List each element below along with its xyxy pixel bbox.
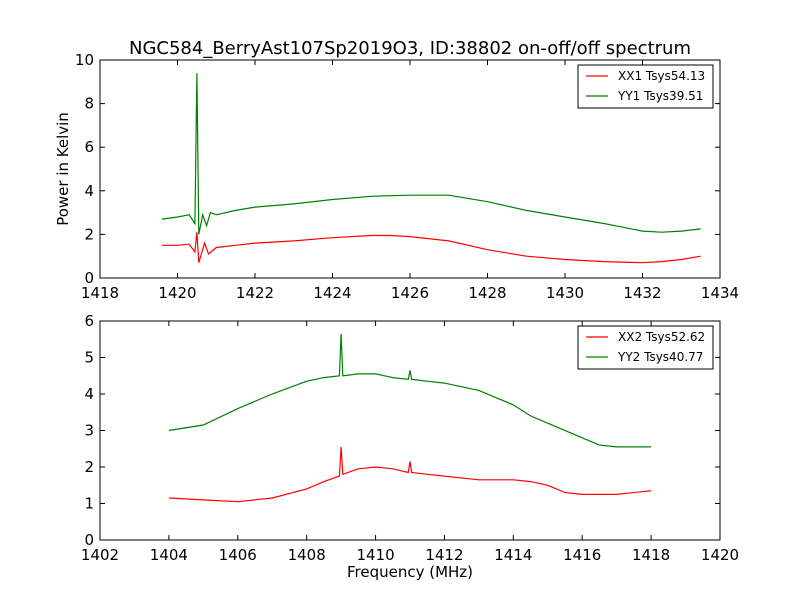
series-line-2 [168, 333, 652, 448]
legend-entry: YY2 Tsys40.77 [617, 350, 703, 364]
top-panel: 1418 1420 1422 1424 1426 1428 1430 1432 1434 0 2 4 6… [54, 51, 739, 302]
y-tick-label: 1 [84, 495, 94, 513]
y-tick-label: 3 [84, 422, 94, 440]
series-line-2 [161, 73, 701, 235]
y-tick-label: 2 [84, 458, 94, 476]
x-tick-label: 1430 [546, 284, 584, 302]
x-tick-label: 1418 [81, 284, 119, 302]
y-tick-label: 6 [84, 312, 94, 330]
legend: XX1 Tsys54.13 YY1 Tsys39.51 [577, 64, 714, 109]
y-tick-label: 5 [84, 349, 94, 367]
x-tick-label: 1420 [158, 284, 196, 302]
chart-title: NGC584_BerryAst107Sp2019O3, ID:38802 on-… [129, 38, 691, 59]
y-axis-label: Power in Kelvin [54, 112, 72, 226]
x-tick-label: 1426 [391, 284, 429, 302]
series-line-1 [162, 232, 701, 264]
y-tick-label: 10 [75, 51, 94, 69]
legend-entry: XX2 Tsys52.62 [618, 330, 705, 344]
y-tick-label: 0 [84, 531, 94, 549]
x-tick-label: 1412 [425, 546, 463, 564]
bottom-panel: 1402 1404 1406 1408 1410 1412 1414 1416 1418 1420… [81, 312, 739, 581]
x-tick-label: 1416 [563, 546, 601, 564]
legend-box [577, 325, 714, 370]
y-tick-label: 2 [84, 225, 94, 243]
x-tick-label: 1434 [701, 284, 739, 302]
x-tick-label: 1414 [494, 546, 532, 564]
x-tick-label: 1404 [150, 546, 188, 564]
x-tick-label: 1422 [236, 284, 274, 302]
y-tick-label: 0 [84, 269, 94, 287]
x-tick-label: 1402 [81, 546, 119, 564]
series-line-1 [168, 446, 652, 503]
x-tick-label: 1410 [356, 546, 394, 564]
x-tick-label: 1432 [623, 284, 661, 302]
y-tick-label: 6 [84, 138, 94, 156]
y-tick-label: 4 [84, 182, 94, 200]
x-tick-label: 1424 [313, 284, 351, 302]
legend-entry: YY1 Tsys39.51 [617, 89, 703, 103]
legend: XX2 Tsys52.62 YY2 Tsys40.77 [577, 325, 714, 370]
x-tick-label: 1418 [632, 546, 670, 564]
x-tick-label: 1408 [288, 546, 326, 564]
x-tick-label: 1420 [701, 546, 739, 564]
x-axis-label: Frequency (MHz) [347, 563, 473, 581]
y-tick-label: 8 [84, 95, 94, 113]
y-tick-label: 4 [84, 385, 94, 403]
legend-box [577, 64, 714, 109]
x-tick-label: 1406 [219, 546, 257, 564]
legend-entry: XX1 Tsys54.13 [618, 69, 705, 83]
x-tick-label: 1428 [468, 284, 506, 302]
